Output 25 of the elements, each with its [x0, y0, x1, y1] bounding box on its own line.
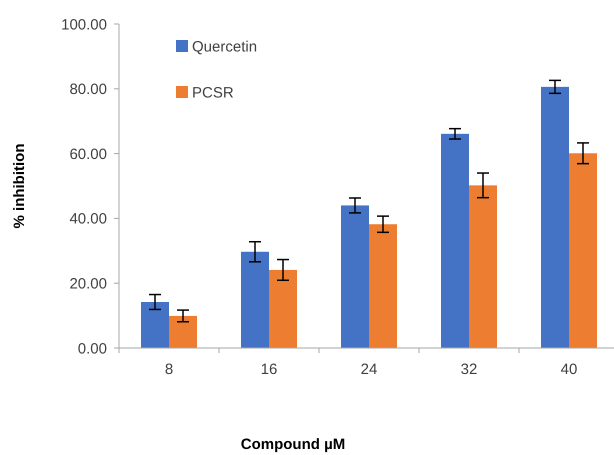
x-axis-title: Compound µM	[240, 436, 346, 453]
bar	[241, 252, 269, 348]
x-tick-label: 40	[560, 361, 578, 378]
y-tick-label: 100.00	[61, 16, 107, 34]
y-tick-label: 60.00	[69, 146, 107, 163]
y-tick-label: 0.00	[78, 340, 107, 358]
x-tick-label: 24	[360, 361, 378, 378]
bar	[569, 153, 597, 348]
bar	[541, 86, 569, 348]
y-axis-title: % inhibition	[11, 144, 28, 228]
y-tick-label: 40.00	[69, 210, 107, 228]
legend-label: PCSR	[192, 84, 234, 102]
bar	[469, 185, 497, 348]
x-tick-label: 32	[460, 361, 478, 378]
x-tick-label: 16	[260, 361, 278, 378]
bar	[169, 316, 197, 348]
y-tick-label: 20.00	[69, 275, 107, 292]
bar	[141, 302, 169, 348]
legend-label: Quercetin	[192, 38, 258, 56]
x-tick-label: 8	[164, 361, 174, 378]
bar	[369, 224, 397, 348]
y-tick-label: 80.00	[69, 81, 107, 98]
bar	[341, 205, 369, 348]
bar	[441, 134, 469, 348]
bar	[269, 270, 297, 348]
